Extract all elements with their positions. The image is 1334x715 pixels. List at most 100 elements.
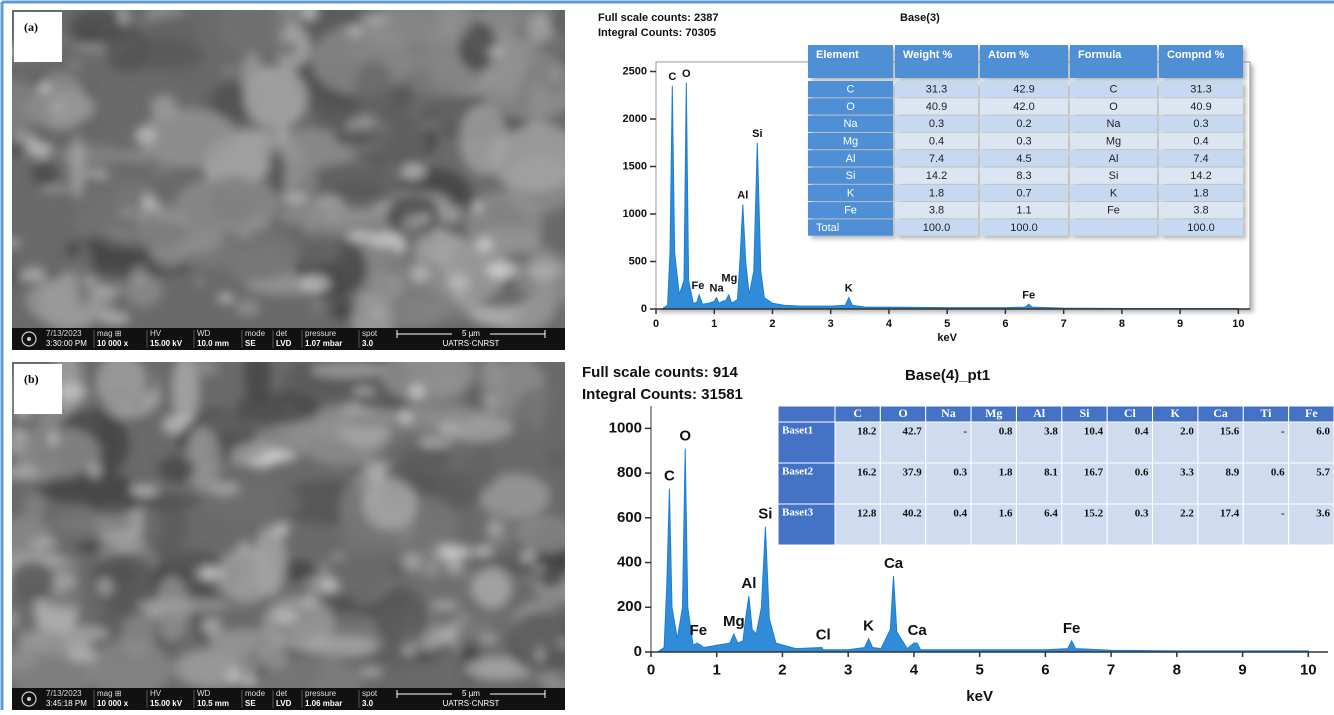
sem-highlight (120, 149, 154, 163)
sem-info-value: SE (245, 339, 256, 348)
table-value: K (847, 187, 855, 199)
table-header: Weight % (903, 49, 953, 61)
panel-label: (a) (24, 20, 38, 34)
sem-grain (459, 105, 507, 175)
sem-grain (215, 228, 298, 282)
table-value: - (1281, 426, 1285, 438)
sem-highlight (84, 276, 96, 286)
sem-highlight (255, 648, 288, 667)
table-value: 0.4 (1193, 135, 1208, 147)
sem-grain (158, 456, 195, 482)
sem-highlight (446, 275, 471, 291)
table-value: Total (816, 222, 839, 234)
sem-highlight (85, 171, 109, 177)
table-value: - (1281, 508, 1285, 520)
peak-label: Fe (1063, 620, 1081, 637)
sem-highlight (226, 667, 240, 683)
sem-highlight (135, 205, 149, 224)
sem-highlight (474, 201, 483, 213)
sem-info-value: 3:30:00 PM (46, 339, 87, 348)
sem-info-value: 3:45:18 PM (46, 699, 87, 708)
lab-name: UATRS·CNRST (443, 339, 500, 348)
sem-highlight (67, 650, 98, 661)
table-value: Fe (1107, 205, 1120, 217)
table-value: 10.4 (1084, 426, 1104, 438)
sem-grain (150, 94, 177, 118)
table-value: Si (1109, 170, 1119, 182)
sem-info-value: 3.0 (362, 699, 374, 708)
sem-info-value: 1.07 mbar (305, 339, 342, 348)
sem-highlight (416, 123, 442, 128)
table-value: 1.8 (929, 187, 944, 199)
peak-label: Fe (692, 280, 705, 292)
table-value: 0.3 (1193, 118, 1208, 130)
y-tick-label: 0 (641, 303, 647, 315)
sem-grain (458, 458, 499, 491)
table-value: O (1109, 101, 1118, 113)
table-value: 42.0 (1013, 101, 1034, 113)
table-header-corner (778, 406, 835, 422)
sem-highlight (437, 423, 460, 432)
sem-grain (57, 145, 126, 165)
sem-info-value: 3.0 (362, 339, 374, 348)
sem-info-label: spot (362, 689, 378, 698)
scale-label: 5 µm (462, 329, 480, 338)
table-value: 37.9 (902, 467, 922, 479)
peak-label: Si (752, 128, 762, 140)
x-tick-label: 7 (1061, 318, 1067, 330)
sem-highlight (536, 671, 562, 683)
sem-highlight (302, 34, 309, 50)
x-tick-label: 4 (886, 318, 893, 330)
sem-highlight (298, 13, 320, 17)
x-tick-label: 3 (828, 318, 834, 330)
x-tick-label: 1 (713, 661, 721, 678)
table-value: 40.9 (1190, 101, 1211, 113)
x-tick-label: 10 (1300, 661, 1317, 678)
table-row-header: Baset3 (782, 507, 814, 519)
sem-highlight (225, 68, 231, 76)
sem-highlight (480, 634, 497, 643)
sem-highlight (396, 238, 405, 253)
table-value: 7.4 (1193, 153, 1208, 165)
y-tick-label: 1000 (609, 419, 642, 436)
sem-highlight (432, 602, 458, 610)
table-value: 0.4 (1135, 426, 1149, 438)
table-header: C (853, 406, 862, 420)
table-value: 16.2 (857, 467, 877, 479)
table-value: 8.9 (1226, 467, 1240, 479)
spectrum-header: Full scale counts: 914 (582, 364, 739, 381)
table-value: 12.8 (857, 508, 877, 520)
table-header: Cl (1124, 406, 1137, 420)
sem-grain (372, 270, 404, 299)
table-value: 0.3 (953, 467, 967, 479)
sem-highlight (528, 262, 561, 280)
x-tick-label: 2 (769, 318, 775, 330)
sem-info-value: SE (245, 699, 256, 708)
sem-highlight (359, 668, 383, 676)
sem-info-value: 15.00 kV (150, 699, 183, 708)
sem-highlight (41, 187, 73, 191)
peak-label: O (682, 68, 691, 80)
sem-highlight (329, 554, 347, 560)
peak-label: Fe (1022, 289, 1035, 301)
sem-grain (336, 414, 432, 428)
sem-grain (68, 10, 127, 45)
sem-highlight (537, 646, 544, 663)
peak-label: Si (758, 506, 772, 523)
panel-label: (b) (24, 372, 39, 386)
sem-info-value: 10 000 x (97, 339, 129, 348)
sem-image (0, 0, 603, 358)
sem-highlight (264, 451, 294, 463)
peak-label: Ca (884, 555, 904, 572)
sem-highlight (477, 237, 492, 252)
sem-highlight (487, 521, 502, 538)
table-value: 17.4 (1220, 508, 1240, 520)
table-value: 40.9 (926, 101, 947, 113)
table-value: 100.0 (1187, 222, 1215, 234)
sem-highlight (446, 558, 462, 573)
sem-highlight (433, 631, 456, 639)
sem-highlight (400, 221, 425, 234)
sem-grain (31, 161, 58, 186)
sem-info-value: 10.0 mm (197, 339, 229, 348)
scale-label: 5 µm (462, 689, 480, 698)
